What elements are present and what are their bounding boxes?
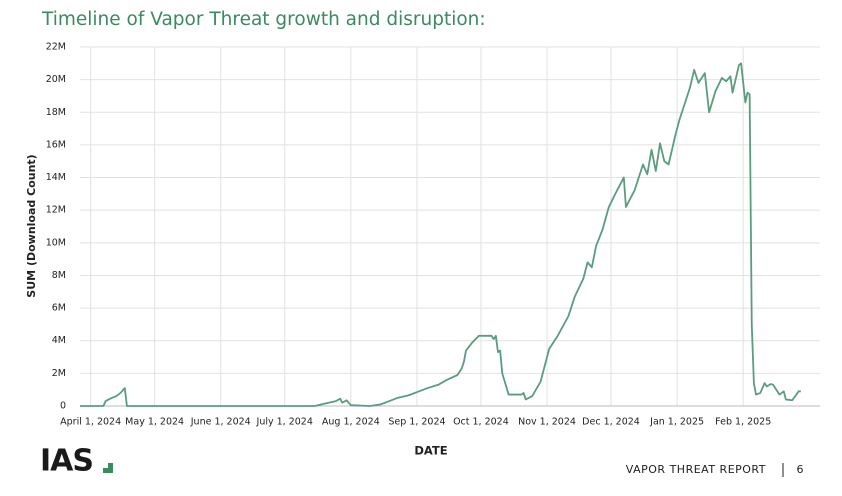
y-tick-label: 2M	[52, 368, 66, 379]
x-tick-label: Dec 1, 2024	[582, 417, 640, 428]
x-tick-label: Aug 1, 2024	[322, 417, 380, 428]
x-tick-label: July 1, 2024	[256, 417, 313, 428]
y-tick-label: 12M	[46, 205, 66, 216]
logo-accent-cut	[103, 463, 108, 468]
data-line	[80, 62, 801, 407]
y-tick-label: 14M	[46, 172, 66, 183]
y-tick-label: 22M	[46, 42, 66, 53]
x-tick-label: May 1, 2024	[125, 417, 184, 428]
page-number: 6	[797, 463, 804, 476]
logo: IAS	[40, 444, 93, 479]
y-tick-label: 8M	[52, 270, 66, 281]
y-tick-label: 0	[60, 401, 66, 412]
x-tick-label: Nov 1, 2024	[518, 417, 576, 428]
x-tick-label: June 1, 2024	[190, 417, 251, 428]
x-tick-label: Sep 1, 2024	[388, 417, 445, 428]
report-name: VAPOR THREAT REPORT	[626, 463, 766, 476]
y-tick-label: 4M	[52, 335, 66, 346]
y-tick-label: 10M	[46, 237, 66, 248]
chart-title: Timeline of Vapor Threat growth and disr…	[41, 9, 486, 30]
x-tick-label: Feb 1, 2025	[715, 417, 771, 428]
x-tick-label: Jan 1, 2025	[649, 417, 704, 428]
y-tick-label: 16M	[46, 139, 66, 150]
x-tick-label: Oct 1, 2024	[453, 417, 509, 428]
x-tick-label: April 1, 2024	[60, 417, 121, 428]
y-tick-label: 6M	[52, 303, 66, 314]
x-axis-label: DATE	[414, 444, 447, 458]
y-tick-label: 18M	[46, 107, 66, 118]
y-tick-label: 20M	[46, 74, 66, 85]
y-axis-label: SUM (Download Count)	[25, 154, 38, 297]
